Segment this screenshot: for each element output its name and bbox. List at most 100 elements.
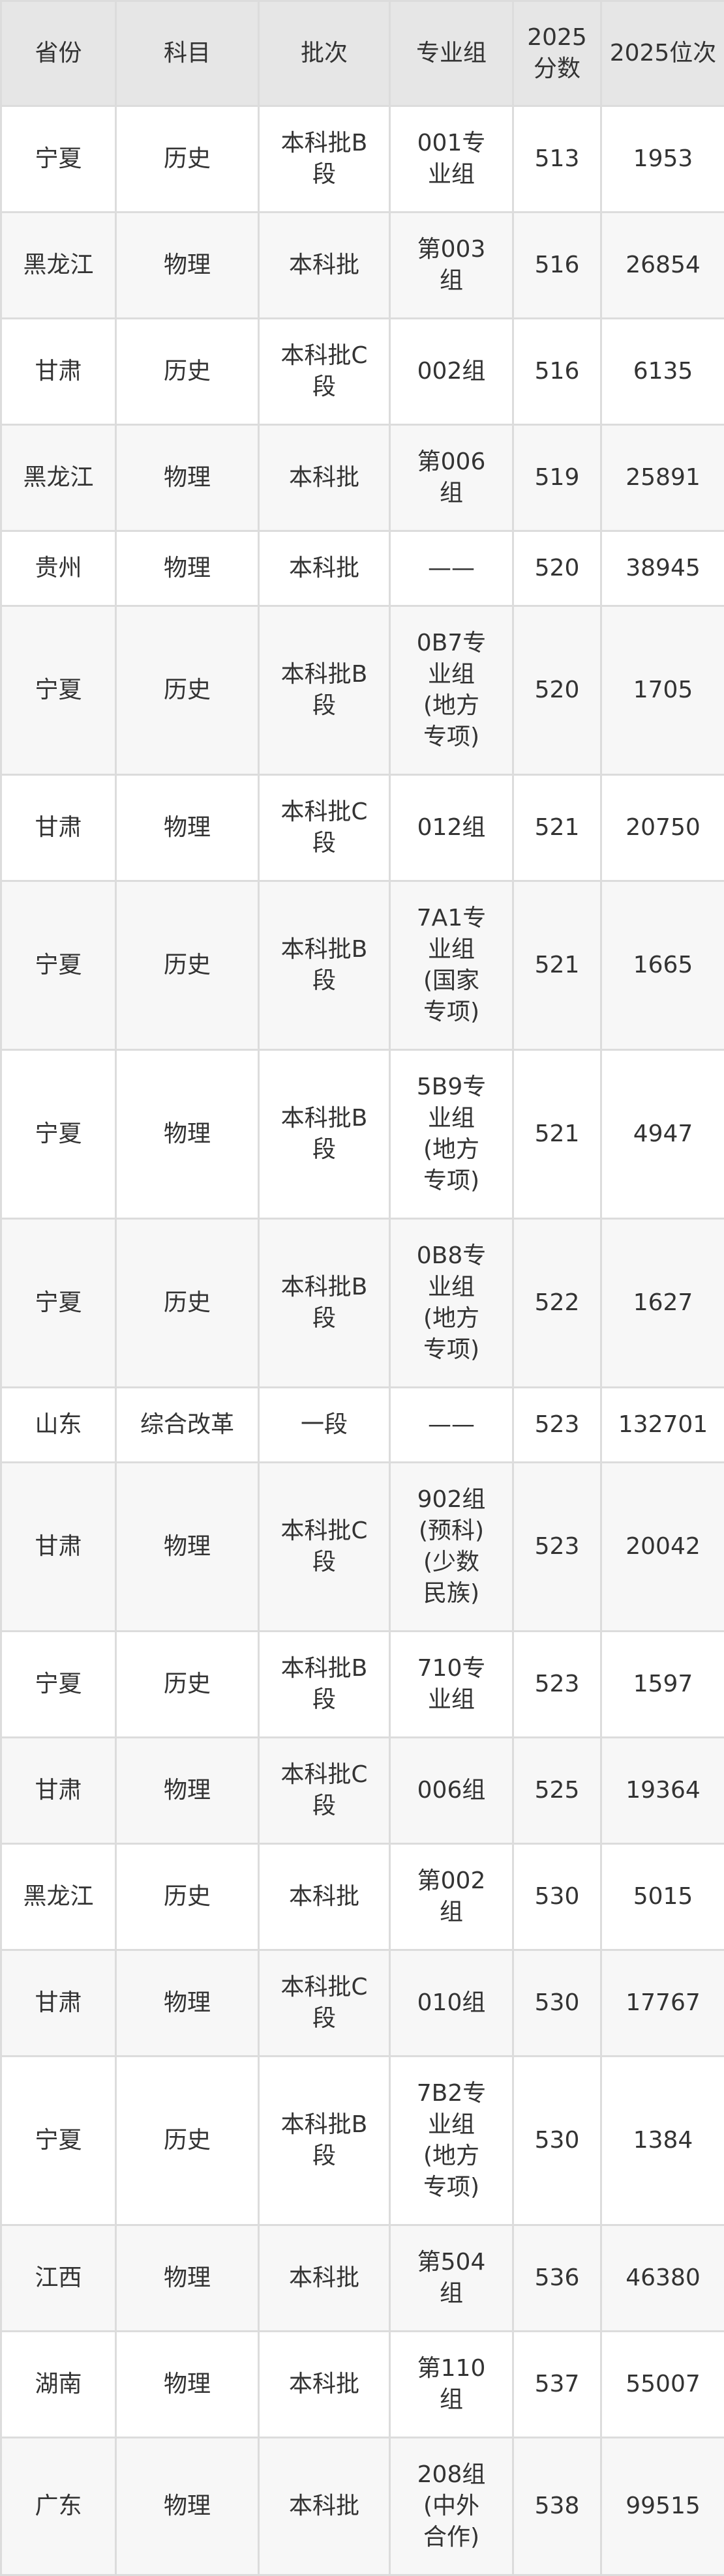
header-major-group: 专业组 [390, 1, 513, 106]
header-province: 省份 [1, 1, 116, 106]
header-batch: 批次 [259, 1, 390, 106]
cell-score: 522 [513, 1219, 601, 1388]
cell-subject: 历史 [116, 1632, 259, 1738]
cell-subject: 历史 [116, 606, 259, 775]
cell-province: 黑龙江 [1, 1844, 116, 1950]
cell-score: 536 [513, 2225, 601, 2332]
cell-major-group: 第006组 [390, 425, 513, 531]
cell-subject: 物理 [116, 1738, 259, 1844]
cell-batch: 本科批 [259, 425, 390, 531]
cell-score: 521 [513, 881, 601, 1050]
cell-major-group: 012组 [390, 775, 513, 881]
cell-major-group: 7A1专业组(国家专项) [390, 881, 513, 1050]
cell-batch: 本科批C段 [259, 1738, 390, 1844]
cell-batch: 本科批C段 [259, 1463, 390, 1632]
cell-major-group: —— [390, 1388, 513, 1463]
cell-score: 538 [513, 2438, 601, 2575]
cell-major-group: 第504组 [390, 2225, 513, 2332]
cell-province: 黑龙江 [1, 425, 116, 531]
cell-score: 516 [513, 319, 601, 425]
cell-major-group: 7B2专业组(地方专项) [390, 2056, 513, 2225]
cell-major-group: 902组(预科)(少数民族) [390, 1463, 513, 1632]
cell-province: 宁夏 [1, 106, 116, 212]
cell-major-group: 第110组 [390, 2332, 513, 2438]
cell-score: 519 [513, 425, 601, 531]
cell-province: 甘肃 [1, 319, 116, 425]
cell-score: 537 [513, 2332, 601, 2438]
cell-rank: 4947 [601, 1050, 724, 1219]
cell-major-group: 010组 [390, 1950, 513, 2056]
cell-batch: 本科批B段 [259, 881, 390, 1050]
cell-province: 甘肃 [1, 1738, 116, 1844]
cell-province: 黑龙江 [1, 212, 116, 319]
cell-subject: 物理 [116, 2225, 259, 2332]
cell-rank: 5015 [601, 1844, 724, 1950]
cell-batch: 本科批B段 [259, 1219, 390, 1388]
cell-batch: 本科批B段 [259, 106, 390, 212]
cell-rank: 1953 [601, 106, 724, 212]
cell-subject: 历史 [116, 2056, 259, 2225]
cell-subject: 物理 [116, 531, 259, 606]
cell-province: 宁夏 [1, 1219, 116, 1388]
cell-rank: 1705 [601, 606, 724, 775]
header-subject: 科目 [116, 1, 259, 106]
cell-rank: 26854 [601, 212, 724, 319]
cell-batch: 本科批 [259, 1844, 390, 1950]
cell-rank: 6135 [601, 319, 724, 425]
cell-province: 宁夏 [1, 881, 116, 1050]
cell-rank: 20750 [601, 775, 724, 881]
cell-province: 甘肃 [1, 775, 116, 881]
cell-province: 甘肃 [1, 1950, 116, 2056]
cell-batch: 本科批 [259, 2438, 390, 2575]
table-header-row: 省份 科目 批次 专业组 2025分数 2025位次 [1, 1, 724, 106]
cell-major-group: 710专业组 [390, 1632, 513, 1738]
cell-major-group: —— [390, 531, 513, 606]
cell-province: 宁夏 [1, 1050, 116, 1219]
cell-province: 贵州 [1, 531, 116, 606]
cell-subject: 物理 [116, 775, 259, 881]
cell-province: 湖南 [1, 2332, 116, 2438]
cell-rank: 20042 [601, 1463, 724, 1632]
cell-rank: 99515 [601, 2438, 724, 2575]
cell-batch: 本科批 [259, 212, 390, 319]
cell-rank: 17767 [601, 1950, 724, 2056]
cell-score: 523 [513, 1463, 601, 1632]
header-score: 2025分数 [513, 1, 601, 106]
cell-subject: 物理 [116, 2332, 259, 2438]
cell-province: 山东 [1, 1388, 116, 1463]
cell-subject: 物理 [116, 1950, 259, 2056]
cell-score: 520 [513, 606, 601, 775]
cell-batch: 本科批 [259, 2332, 390, 2438]
cell-province: 江西 [1, 2225, 116, 2332]
cell-batch: 本科批 [259, 2225, 390, 2332]
cell-batch: 本科批B段 [259, 606, 390, 775]
cell-score: 520 [513, 531, 601, 606]
cell-rank: 25891 [601, 425, 724, 531]
cell-province: 广东 [1, 2438, 116, 2575]
cell-rank: 1384 [601, 2056, 724, 2225]
cell-province: 甘肃 [1, 1463, 116, 1632]
cell-score: 523 [513, 1632, 601, 1738]
cell-subject: 历史 [116, 106, 259, 212]
cell-batch: 本科批C段 [259, 319, 390, 425]
cell-batch: 本科批B段 [259, 2056, 390, 2225]
cell-score: 530 [513, 1950, 601, 2056]
cell-rank: 1665 [601, 881, 724, 1050]
cell-subject: 物理 [116, 425, 259, 531]
cell-batch: 本科批 [259, 531, 390, 606]
cell-batch: 本科批C段 [259, 775, 390, 881]
